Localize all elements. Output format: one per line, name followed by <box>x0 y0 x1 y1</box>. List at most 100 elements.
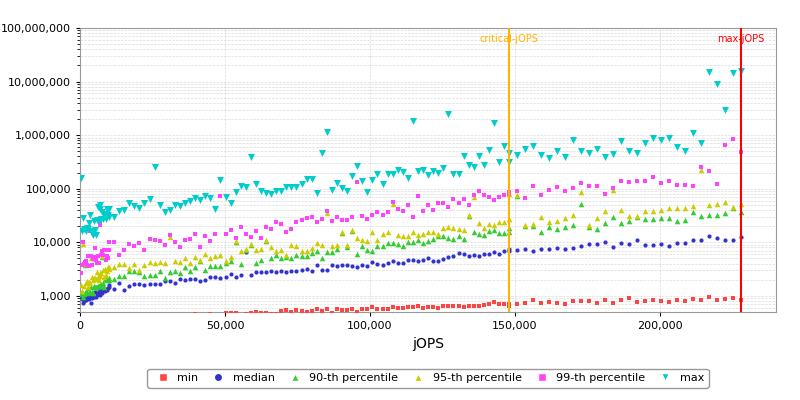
Point <box>254 246 267 252</box>
Point <box>607 187 620 194</box>
Point <box>467 302 480 309</box>
Point <box>93 273 106 280</box>
Point <box>694 164 708 171</box>
Point <box>133 205 146 212</box>
Point <box>86 262 98 268</box>
Point <box>169 202 182 208</box>
Point <box>615 219 628 226</box>
Point <box>406 257 419 263</box>
Point <box>128 261 141 267</box>
Point <box>551 226 564 232</box>
Point <box>254 188 267 194</box>
Point <box>346 227 358 233</box>
Point <box>467 228 480 235</box>
Point <box>727 70 740 76</box>
Point <box>92 283 105 290</box>
Point <box>174 276 186 283</box>
Point <box>511 152 524 158</box>
Point <box>214 252 227 258</box>
Point <box>189 264 202 270</box>
Point <box>503 229 516 236</box>
Point <box>310 190 323 196</box>
Point <box>447 196 460 202</box>
Point <box>647 242 660 248</box>
Point <box>366 304 379 310</box>
Point <box>376 181 389 187</box>
Point <box>209 231 222 237</box>
Point <box>639 216 652 222</box>
Point <box>473 303 486 309</box>
Point <box>93 283 106 289</box>
Point <box>99 288 112 294</box>
Point <box>143 235 156 242</box>
Point <box>488 226 501 233</box>
Point <box>93 292 106 298</box>
Point <box>80 228 93 234</box>
Point <box>558 300 571 307</box>
Point <box>81 294 94 301</box>
Point <box>397 260 410 266</box>
Point <box>417 167 430 173</box>
Point <box>527 220 540 227</box>
Point <box>239 249 252 256</box>
Point <box>647 135 660 142</box>
Point <box>199 314 212 320</box>
Point <box>178 277 191 283</box>
Point <box>95 288 108 295</box>
Point <box>214 193 227 199</box>
Point <box>366 212 379 218</box>
Point <box>566 212 579 218</box>
Point <box>678 298 691 304</box>
Point <box>250 228 262 234</box>
Point <box>90 284 102 290</box>
Point <box>321 208 334 214</box>
Point <box>128 281 141 287</box>
Point <box>306 307 318 314</box>
Point <box>85 319 98 326</box>
Point <box>102 266 115 272</box>
Point <box>623 241 636 247</box>
Point <box>543 246 556 252</box>
Point <box>113 279 126 286</box>
Point <box>219 274 232 280</box>
Point <box>356 306 369 313</box>
Point <box>76 228 89 234</box>
Point <box>265 244 278 250</box>
Point <box>727 205 740 211</box>
Point <box>77 320 90 326</box>
Point <box>101 252 114 259</box>
Point <box>280 228 293 235</box>
Point <box>498 300 510 307</box>
Point <box>687 237 700 244</box>
Point <box>133 269 146 276</box>
Point <box>503 248 516 255</box>
Point <box>519 246 532 252</box>
Point <box>86 232 99 238</box>
Point <box>519 223 532 229</box>
Point <box>178 264 191 270</box>
Point <box>719 209 732 216</box>
Point <box>300 266 313 272</box>
Point <box>467 194 480 200</box>
Point <box>100 257 113 264</box>
Point <box>473 220 486 226</box>
Point <box>511 247 524 253</box>
Point <box>719 237 732 243</box>
Point <box>386 198 399 205</box>
Point <box>91 273 104 280</box>
Point <box>427 236 440 242</box>
Point <box>321 306 334 312</box>
Point <box>735 149 748 155</box>
Point <box>97 280 110 287</box>
Point <box>452 250 465 257</box>
Point <box>79 261 92 267</box>
Point <box>647 208 660 214</box>
Point <box>386 258 399 264</box>
Point <box>85 284 98 290</box>
Point <box>285 255 298 261</box>
Point <box>85 255 98 261</box>
Point <box>102 206 115 212</box>
Point <box>615 178 628 184</box>
Point <box>458 226 470 233</box>
Point <box>87 294 100 301</box>
